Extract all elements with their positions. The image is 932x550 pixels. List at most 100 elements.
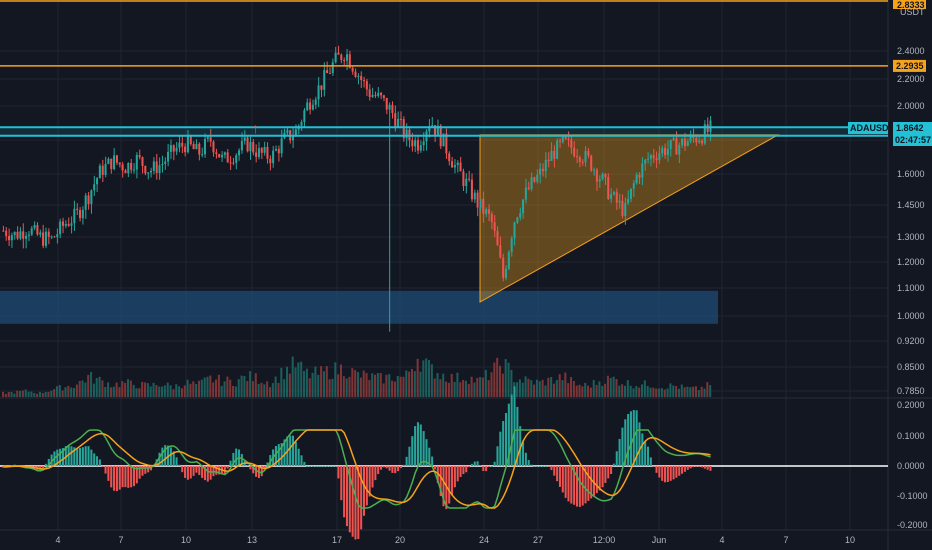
volume-bar (379, 373, 382, 397)
candle-body (686, 141, 689, 147)
osc-histogram-bar (374, 466, 377, 481)
candle-body (635, 174, 638, 184)
volume-bar (246, 381, 249, 397)
volume-bar (41, 393, 44, 397)
volume-bar (334, 362, 337, 397)
volume-bar (118, 387, 121, 397)
candle-body (570, 139, 573, 148)
osc-histogram-bar (76, 447, 79, 466)
osc-histogram-bar (178, 464, 181, 466)
candle-body (397, 118, 400, 128)
price-tick-label: 1.6000 (897, 169, 925, 179)
osc-histogram-bar (658, 466, 661, 478)
candle-body (84, 195, 87, 210)
osc-histogram-bar (578, 466, 581, 508)
candle-body (422, 141, 425, 146)
candle-body (132, 169, 135, 171)
candle-body (343, 60, 346, 62)
price-tick-label: 1.1000 (897, 283, 925, 293)
osc-histogram-bar (280, 443, 283, 466)
candle-body (664, 147, 667, 156)
volume-bar (55, 386, 58, 397)
osc-histogram-bar (635, 410, 638, 466)
volume-bar (354, 370, 357, 397)
osc-histogram-bar (553, 466, 556, 476)
osc-histogram-bar (669, 466, 672, 481)
time-tick-label: 12:00 (593, 535, 616, 545)
osc-histogram-bar (203, 466, 206, 481)
volume-bar (385, 374, 388, 397)
osc-histogram-bar (664, 466, 667, 483)
osc-histogram-bar (255, 466, 258, 477)
volume-bar (260, 382, 263, 397)
volume-bar (121, 381, 124, 397)
volume-bar (410, 368, 413, 397)
volume-bar (135, 388, 138, 397)
candle-body (561, 136, 564, 142)
candle-body (672, 138, 675, 140)
osc-histogram-bar (607, 466, 610, 479)
osc-histogram-bar (121, 466, 124, 488)
osc-histogram-bar (502, 421, 505, 466)
volume-bar (555, 380, 558, 397)
osc-histogram-bar (130, 466, 133, 488)
candle-body (138, 155, 141, 158)
volume-bar (21, 390, 24, 397)
volume-bar (109, 387, 112, 397)
candle-body (152, 161, 155, 171)
candle-body (13, 231, 16, 236)
osc-histogram-bar (641, 433, 644, 466)
volume-bar (90, 371, 93, 397)
time-tick-label: 7 (118, 535, 123, 545)
candle-body (22, 231, 25, 239)
candle-body (115, 155, 118, 163)
candle-body (186, 135, 189, 153)
candle-body (5, 230, 8, 236)
candle-body (377, 92, 380, 97)
candle-body (149, 170, 153, 173)
osc-histogram-bar (490, 466, 493, 467)
volume-bar (660, 388, 663, 397)
volume-bar (92, 383, 95, 397)
volume-bar (439, 379, 442, 397)
time-axis[interactable]: 4 7 10 13 17 20 24 27 12:00 Jun 4 7 10 (55, 535, 855, 545)
candle-body (473, 192, 476, 200)
osc-histogram-bar (101, 466, 104, 467)
candle-body (510, 238, 513, 252)
volume-bar (215, 379, 218, 397)
candle-body (499, 245, 502, 258)
price-tick-label: 2.4000 (897, 46, 925, 56)
osc-histogram-bar (104, 466, 107, 474)
volume-bar (345, 378, 348, 397)
osc-histogram-bar (380, 466, 383, 470)
candle-body (601, 173, 604, 180)
volume-bar (436, 373, 439, 397)
volume-bar (433, 378, 436, 397)
osc-histogram-bar (575, 466, 579, 507)
volume-bar (462, 379, 465, 397)
volume-bar (601, 385, 604, 397)
volume-bar (428, 360, 431, 397)
time-tick-label: 27 (533, 535, 543, 545)
price-tick-label: 0.7850 (897, 386, 925, 396)
volume-bar (186, 379, 189, 397)
price-tick-label: 1.2000 (897, 257, 925, 267)
candle-body (243, 137, 246, 141)
osc-histogram-bar (482, 466, 485, 472)
volume-bar (348, 376, 351, 397)
volume-bar (311, 372, 314, 397)
osc-histogram-bar (181, 466, 184, 473)
volume-bar (200, 379, 203, 397)
volume-bar (589, 387, 592, 397)
candle-body (110, 158, 113, 170)
price-axis[interactable]: 2.40002.20002.00001.80001.60001.45001.30… (897, 46, 928, 530)
osc-histogram-bar (175, 457, 178, 466)
volume-bar (359, 377, 362, 397)
volume-bar (129, 380, 132, 397)
volume-bar (124, 382, 127, 397)
volume-bar (376, 373, 379, 397)
osc-histogram-bar (226, 466, 229, 469)
volume-bar (629, 385, 632, 397)
volume-bar (697, 390, 700, 397)
